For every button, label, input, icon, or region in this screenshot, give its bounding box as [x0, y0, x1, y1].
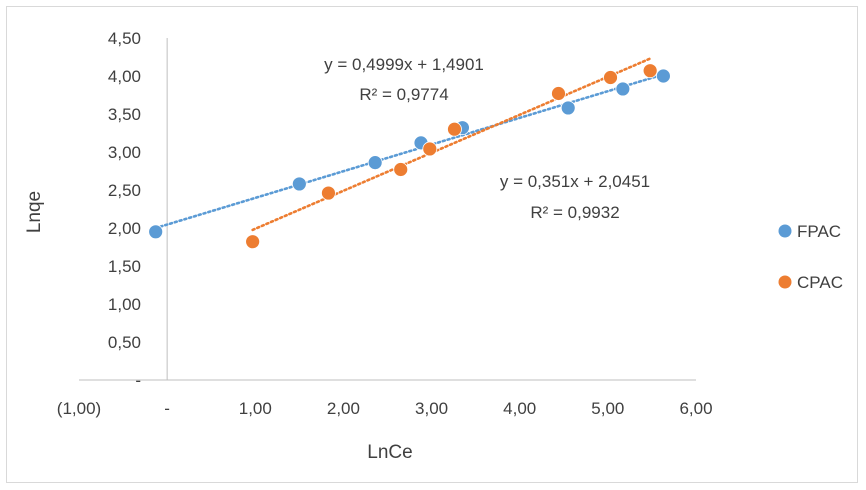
trendlines: [154, 57, 665, 232]
trendline-cpac: [251, 57, 652, 232]
fpac-equation: y = 0,351x + 2,0451: [500, 172, 650, 191]
y-tick-label: 4,50: [108, 29, 141, 48]
y-tick-label: 0,50: [108, 333, 141, 352]
data-points: [148, 63, 671, 250]
chart-frame: [6, 6, 858, 483]
legend-marker-fpac: [778, 224, 792, 238]
y-tick-label: 2,00: [108, 219, 141, 238]
x-tick-label: 3,00: [415, 399, 448, 418]
data-point-fpac: [655, 68, 671, 84]
y-tick-label: 3,50: [108, 105, 141, 124]
axes: [79, 38, 696, 381]
x-tick-label: -: [164, 399, 170, 418]
legend: FPAC CPAC: [778, 222, 843, 292]
data-point-cpac: [447, 121, 462, 137]
x-tick-label: 2,00: [327, 399, 360, 418]
data-point-fpac: [615, 81, 631, 97]
data-point-cpac: [321, 185, 336, 201]
y-tick-label: 3,00: [108, 143, 141, 162]
x-axis-title: LnCe: [367, 442, 412, 463]
data-point-cpac: [642, 63, 658, 79]
y-tick-labels: - 0,50 1,00 1,50 2,00 2,50 3,00 3,50 4,00 4,50: [108, 29, 141, 390]
y-tick-label: 1,00: [108, 295, 141, 314]
cpac-r2: R² = 0,9774: [359, 85, 448, 104]
x-tick-label: (1,00): [57, 399, 101, 418]
x-tick-labels: (1,00) - 1,00 2,00 3,00 4,00 5,00 6,00: [57, 399, 713, 418]
data-point-cpac: [603, 70, 618, 85]
trendline-fpac: [154, 73, 665, 230]
x-tick-label: 1,00: [239, 399, 272, 418]
y-tick-label: 1,50: [108, 257, 141, 276]
data-point-cpac: [393, 162, 409, 177]
data-point-cpac: [245, 234, 261, 250]
data-point-fpac: [560, 100, 576, 116]
data-point-cpac: [551, 86, 566, 101]
y-axis-title: Lnqe: [24, 191, 45, 233]
cpac-equation: y = 0,4999x + 1,4901: [324, 55, 484, 74]
data-point-fpac: [148, 224, 164, 240]
data-point-fpac: [291, 176, 307, 192]
data-point-cpac: [422, 141, 438, 157]
fpac-r2: R² = 0,9932: [530, 203, 619, 222]
x-tick-label: 5,00: [591, 399, 624, 418]
y-tick-label: 4,00: [108, 67, 141, 86]
data-point-fpac: [367, 155, 383, 171]
y-tick-label: -: [135, 371, 141, 390]
legend-marker-cpac: [778, 275, 792, 289]
x-tick-label: 6,00: [679, 399, 712, 418]
x-tick-label: 4,00: [503, 399, 536, 418]
legend-label-fpac: FPAC: [797, 222, 841, 241]
y-tick-label: 2,50: [108, 181, 141, 200]
legend-label-cpac: CPAC: [797, 273, 843, 292]
